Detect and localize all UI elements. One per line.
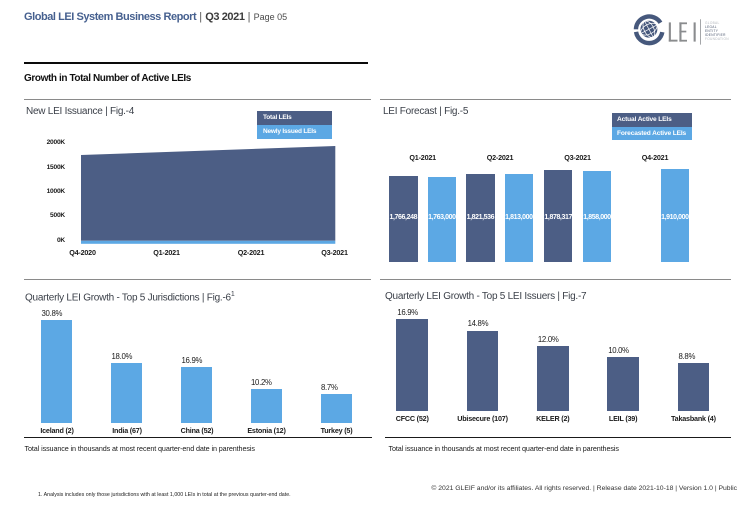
svg-text:ENTITY: ENTITY xyxy=(705,29,719,33)
svg-text:IDENTIFIER: IDENTIFIER xyxy=(705,33,726,37)
svg-text:FOUNDATION: FOUNDATION xyxy=(705,37,729,41)
svg-text:GLOBAL: GLOBAL xyxy=(705,21,720,25)
svg-text:LEGAL: LEGAL xyxy=(705,25,717,29)
